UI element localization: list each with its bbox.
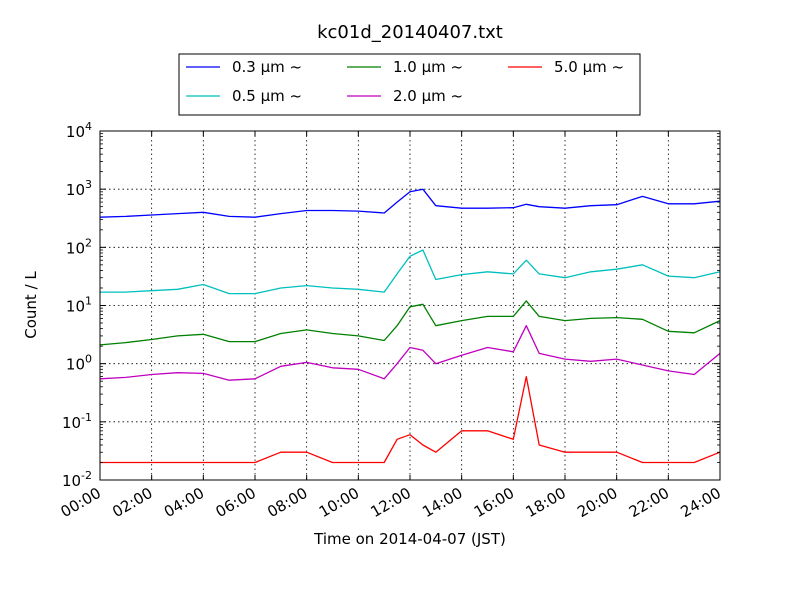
series-line-4 — [100, 375, 721, 464]
y-tick-label: 100 — [66, 353, 92, 374]
y-tick-label: 10-1 — [62, 411, 92, 432]
legend-label-2: 1.0 μm ~ — [393, 58, 463, 76]
y-axis-label: Count / L — [22, 271, 40, 339]
y-tick-labels: 10-2 10-1 100 101 102 103 104 — [62, 120, 92, 490]
series-line-2 — [99, 300, 721, 346]
legend-label-4: 5.0 μm ~ — [554, 58, 624, 76]
legend-label-3: 2.0 μm ~ — [393, 87, 463, 105]
y-tick-label: 10-2 — [62, 469, 92, 490]
x-axis-label: Time on 2014-04-07 (JST) — [313, 530, 506, 548]
legend-box — [178, 53, 641, 116]
series-line-1 — [100, 249, 721, 295]
y-tick-label: 102 — [66, 236, 92, 257]
series-line-3 — [99, 325, 721, 381]
y-tick-label: 101 — [66, 295, 92, 316]
axis-ticks — [99, 130, 721, 481]
chart-title: kc01d_20140407.txt — [317, 22, 503, 43]
series-line-0 — [99, 188, 721, 218]
legend-label-1: 0.5 μm ~ — [232, 87, 302, 105]
y-tick-label: 103 — [66, 178, 92, 199]
series-layer — [99, 188, 721, 464]
y-tick-label: 104 — [66, 120, 92, 141]
legend-label-0: 0.3 μm ~ — [232, 58, 302, 76]
legend: 0.3 μm ~ 0.5 μm ~ 1.0 μm ~ 2.0 μm ~ 5.0 μm ~ — [178, 53, 641, 116]
